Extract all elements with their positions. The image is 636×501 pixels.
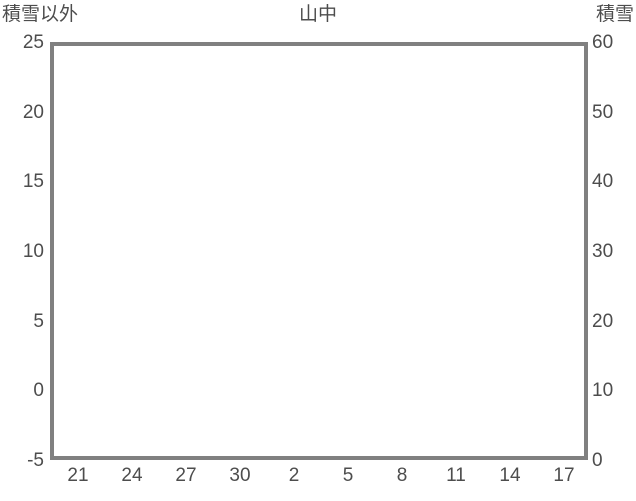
y-tick-left: 15	[22, 171, 44, 193]
y-tick-right: 10	[592, 380, 614, 402]
y-tick-right: 0	[592, 450, 603, 471]
x-tick: 27	[175, 465, 197, 486]
x-tick: 30	[229, 465, 251, 486]
y-tick-left: -5	[27, 450, 44, 471]
x-tick: 17	[553, 465, 575, 486]
x-tick: 21	[67, 465, 89, 486]
y-tick-left: 25	[22, 32, 44, 53]
y-tick-left: 5	[33, 310, 44, 332]
x-tick: 11	[446, 465, 466, 486]
x-tick: 8	[396, 465, 408, 486]
x-tick: 5	[342, 465, 354, 486]
y-tick-left: 0	[33, 380, 44, 402]
y-tick-left: 20	[22, 101, 44, 123]
x-tick: 2	[288, 465, 300, 486]
y-tick-right: 40	[592, 171, 614, 193]
chart-title: 山中	[298, 4, 337, 25]
legend-label-left: 積雪以外	[2, 4, 79, 25]
x-tick: 14	[499, 465, 521, 486]
y-tick-right: 50	[592, 101, 614, 123]
plot-frame	[50, 42, 588, 460]
y-tick-right: 20	[592, 310, 614, 332]
y-tick-right: 60	[592, 32, 614, 53]
y-tick-left: 10	[22, 241, 44, 262]
x-tick: 24	[121, 465, 143, 486]
legend-label-right: 積雪	[595, 4, 634, 25]
y-tick-right: 30	[592, 241, 614, 262]
plot-area	[50, 42, 588, 460]
